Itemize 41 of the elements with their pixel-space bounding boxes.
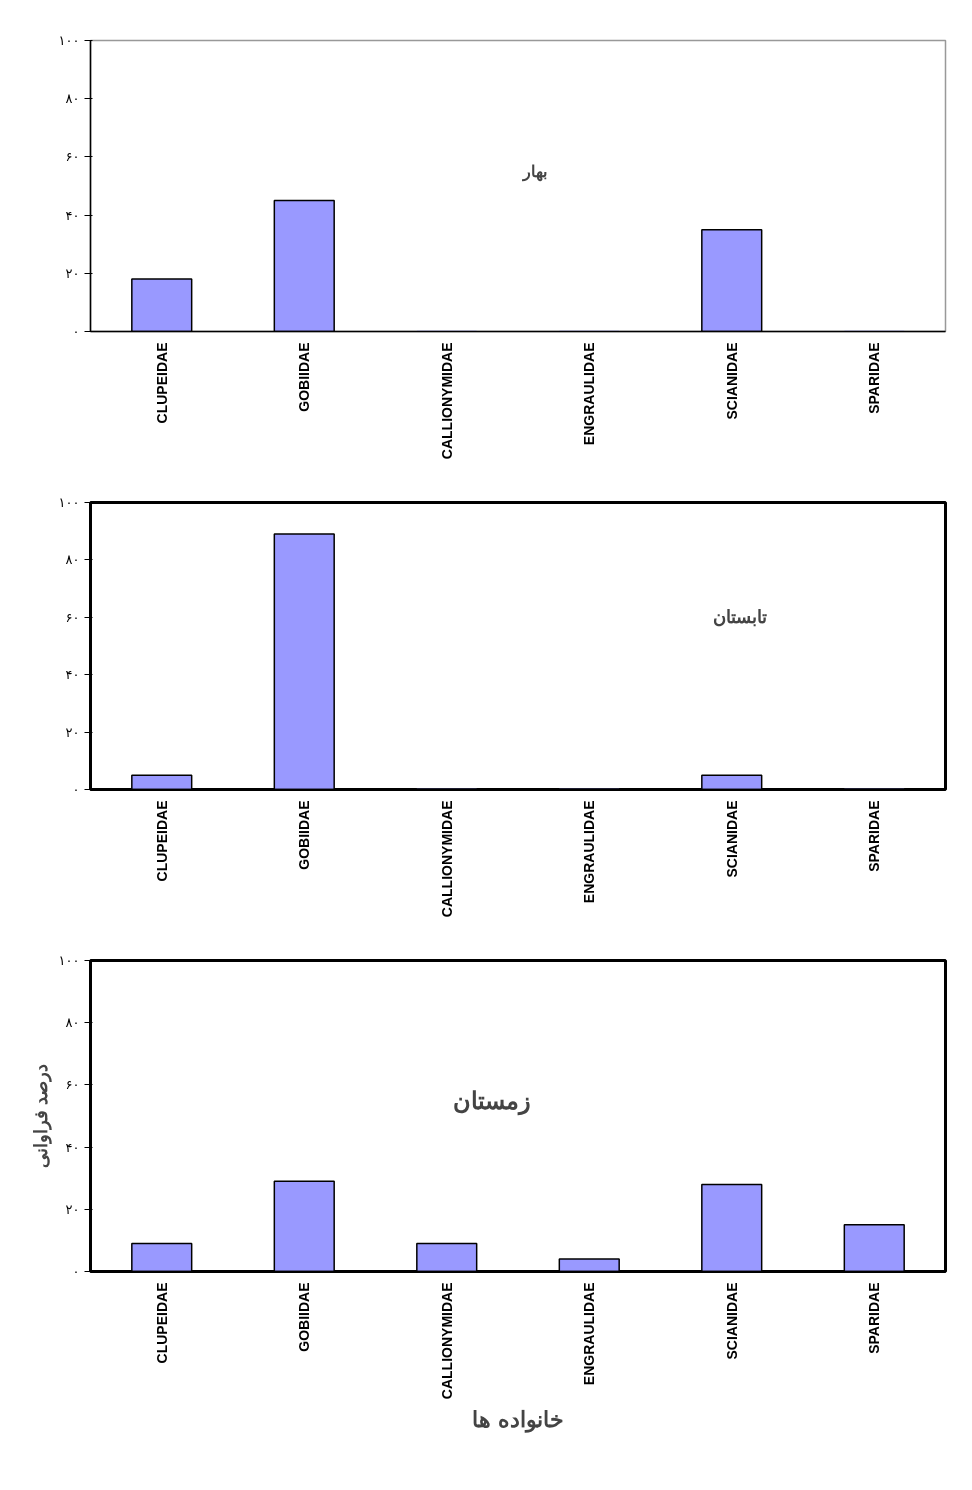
y-tick-label: ۲۰ [65,1201,80,1217]
x-tick-label: SCIANIDAE [723,342,740,420]
x-tick-label: ENGRAULIDAE [581,1282,598,1386]
y-tick-label: ۱۰۰ [58,33,80,48]
x-tick-label: CALLIONYMIDAE [438,1282,455,1400]
x-tick-label: SCIANIDAE [723,1282,740,1360]
x-tick-label: ENGRAULIDAE [581,800,598,904]
x-tick-label: SPARIDAE [866,342,883,414]
text: زمستان [453,1086,532,1116]
x-tick-label: CLUPEIDAE [153,1282,170,1364]
x-tick-label: CALLIONYMIDAE [438,800,455,918]
x-tick-label: GOBIIDAE [296,1282,313,1352]
y-tick-label: ۶۰ [65,149,80,165]
x-tick-label: CLUPEIDAE [153,342,170,424]
y-tick-label: ۸۰ [65,1015,80,1031]
y-tick-label: ۴۰ [65,1139,80,1155]
x-axis-title: خانواده ها [472,1407,564,1434]
y-tick-label: ۲۰ [65,724,80,740]
y-axis-title: درصد فراوانی [30,1063,52,1168]
y-tick-label: ۰ [72,782,80,797]
y-tick-label: ۱۰۰ [58,953,80,968]
x-tick-label: CLUPEIDAE [153,800,170,882]
y-tick-label: ۶۰ [65,1077,80,1093]
x-tick-label: SPARIDAE [866,1282,883,1354]
x-tick-label: SPARIDAE [866,800,883,872]
x-tick-label: GOBIIDAE [296,800,313,870]
y-tick-label: ۰ [72,1264,80,1279]
y-tick-label: ۰ [72,324,80,339]
y-tick-label: ۴۰ [65,667,80,683]
text: بهار [522,162,548,182]
y-tick-label: ۸۰ [65,552,80,568]
x-tick-label: CALLIONYMIDAE [438,342,455,460]
x-tick-label: ENGRAULIDAE [581,342,598,446]
y-tick-label: ۴۰ [65,207,80,223]
x-tick-label: SCIANIDAE [723,800,740,878]
y-tick-label: ۱۰۰ [58,495,80,510]
y-tick-label: ۲۰ [65,265,80,281]
x-tick-label: GOBIIDAE [296,342,313,412]
text: تابستان [713,607,768,628]
y-tick-label: ۸۰ [65,91,80,107]
y-tick-label: ۶۰ [65,609,80,625]
